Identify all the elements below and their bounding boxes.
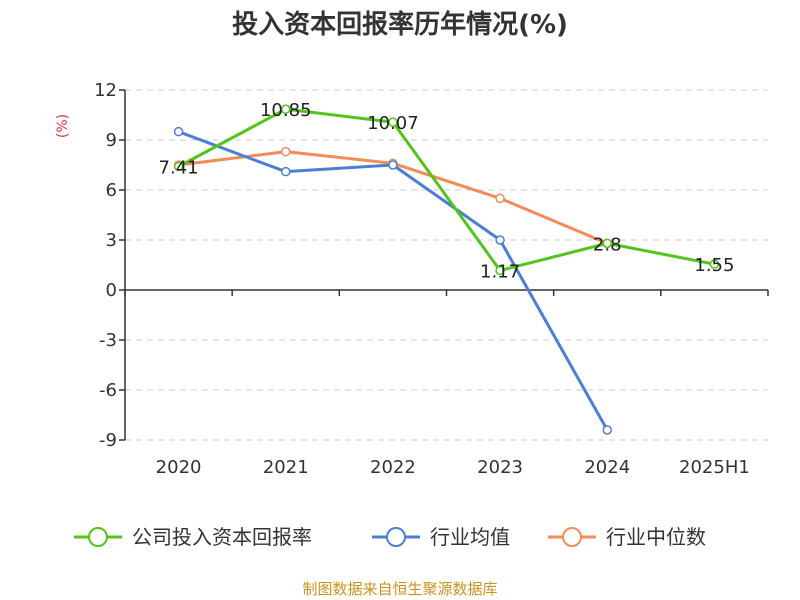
data-point-industry_avg bbox=[388, 160, 398, 170]
y-tick-label: -9 bbox=[99, 430, 117, 451]
y-tick-label: 9 bbox=[106, 130, 117, 151]
data-label: 7.41 bbox=[159, 158, 199, 179]
axes: 12 9 6 3 0 -3 -6 -9 2020 2021 2022 2023 2024 2025H1 bbox=[94, 80, 769, 478]
x-tick-label: 2023 bbox=[477, 457, 523, 478]
gridlines bbox=[125, 89, 768, 441]
y-tick-label: 12 bbox=[94, 80, 117, 101]
legend-item[interactable]: 行业均值 bbox=[372, 525, 510, 549]
legend-swatch-marker bbox=[386, 527, 406, 547]
data-point-company bbox=[709, 259, 720, 269]
x-tick-label: 2024 bbox=[584, 457, 630, 478]
data-label: 10.85 bbox=[260, 100, 312, 121]
legend-swatch-marker bbox=[88, 527, 108, 547]
legend-item[interactable]: 行业中位数 bbox=[548, 525, 706, 549]
data-label: 1.17 bbox=[480, 262, 520, 283]
legend-label: 行业中位数 bbox=[606, 525, 706, 549]
series-line-industry_avg bbox=[178, 130, 609, 431]
data-labels: 7.41 10.85 10.07 1.17 2.8 1.55 bbox=[159, 100, 735, 282]
y-tick-label: 0 bbox=[106, 280, 117, 301]
x-tick-label: 2020 bbox=[156, 457, 202, 478]
data-point-industry_median bbox=[281, 146, 291, 157]
x-tick-label: 2021 bbox=[263, 457, 309, 478]
series-line-company bbox=[177, 107, 715, 272]
y-tick-label: -6 bbox=[99, 380, 117, 401]
data-label: 1.55 bbox=[694, 255, 734, 276]
legend-item[interactable]: 公司投入资本回报率 bbox=[74, 525, 312, 549]
legend[interactable]: 公司投入资本回报率 行业均值 行业中位数 bbox=[74, 525, 706, 549]
data-point-industry_avg bbox=[173, 126, 184, 137]
x-tick-label: 2025H1 bbox=[679, 457, 750, 478]
data-point-company bbox=[281, 104, 291, 114]
legend-label: 行业均值 bbox=[430, 525, 510, 549]
data-point-industry_avg bbox=[281, 166, 291, 177]
legend-label: 公司投入资本回报率 bbox=[132, 525, 312, 549]
data-label: 10.07 bbox=[367, 113, 419, 134]
legend-swatch-marker bbox=[562, 527, 582, 547]
data-point-company bbox=[495, 265, 505, 276]
data-point-industry_median bbox=[495, 193, 505, 204]
series-lines bbox=[173, 104, 720, 435]
data-point-company bbox=[388, 117, 398, 127]
data-point-company bbox=[602, 238, 612, 249]
data-point-industry_avg bbox=[495, 235, 505, 245]
x-tick-label: 2022 bbox=[370, 457, 416, 478]
data-point-company bbox=[173, 161, 184, 172]
data-label: 2.8 bbox=[593, 234, 622, 255]
y-axis-label: (%) bbox=[55, 114, 71, 138]
y-tick-label: -3 bbox=[99, 330, 117, 351]
data-point-industry_avg bbox=[602, 425, 612, 435]
chart-title: 投入资本回报率历年情况(%) bbox=[232, 9, 568, 40]
y-tick-label: 6 bbox=[106, 180, 117, 201]
source-note: 制图数据来自恒生聚源数据库 bbox=[302, 580, 497, 598]
y-tick-label: 3 bbox=[106, 230, 117, 251]
